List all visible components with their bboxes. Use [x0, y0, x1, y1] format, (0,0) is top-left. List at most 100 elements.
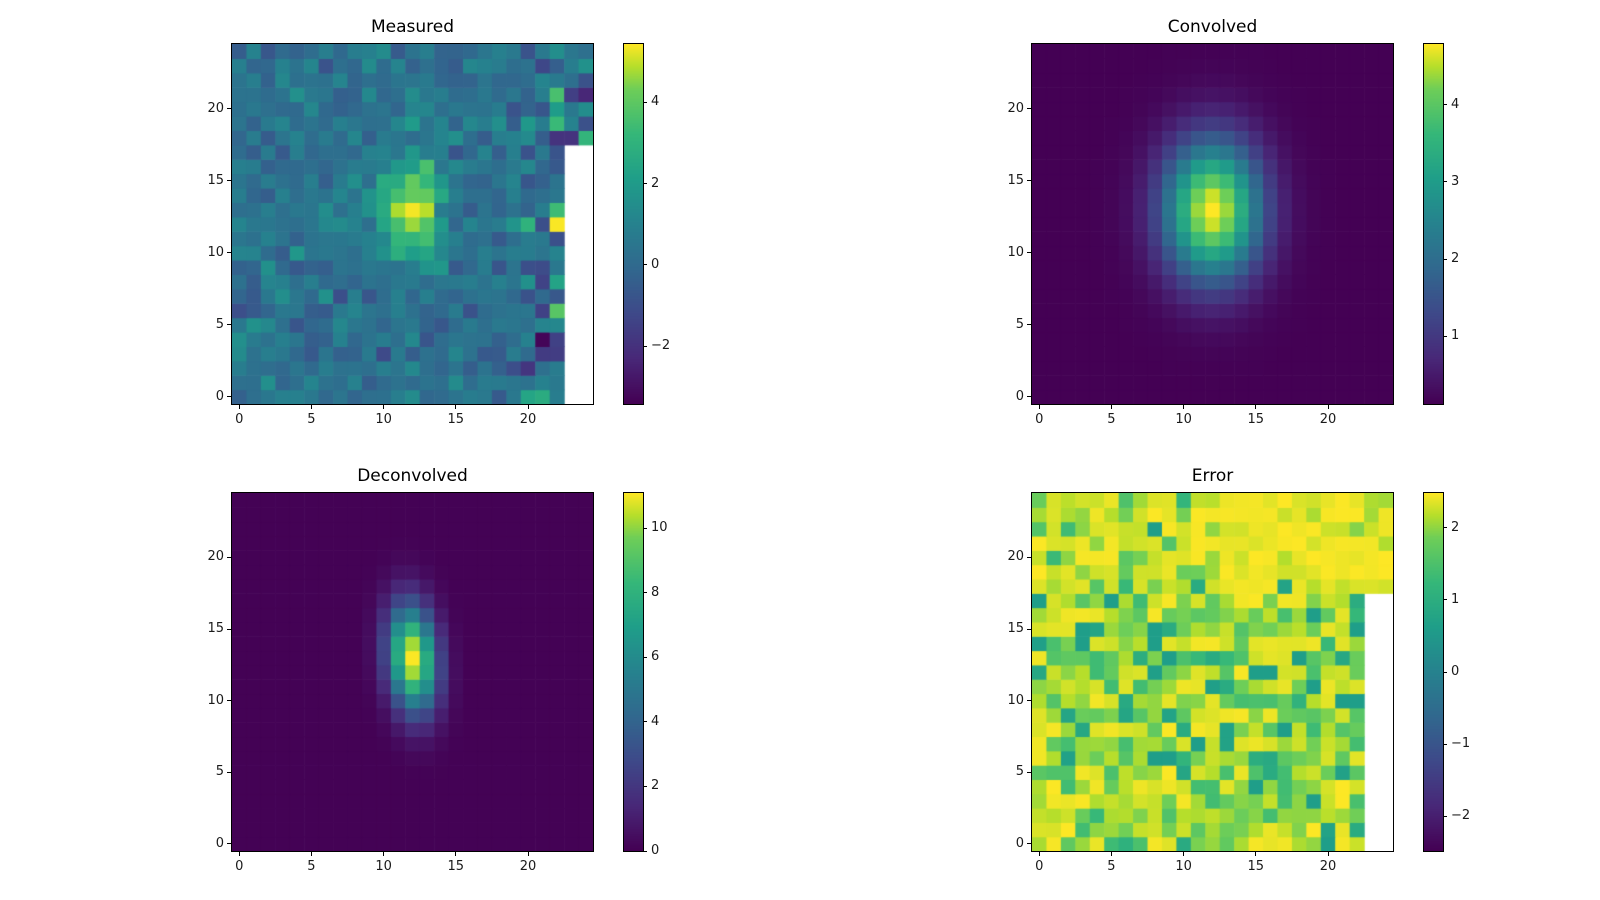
y-tick-label: 15 [1007, 621, 1024, 637]
colorbar-tick-mark [1443, 743, 1447, 745]
x-tick-label: 5 [307, 412, 316, 427]
x-tick-mark [1038, 405, 1040, 409]
y-tick-mark [1027, 771, 1031, 773]
colorbar-tick-label: 4 [651, 713, 660, 729]
colorbar-tick-mark [643, 527, 647, 529]
x-tick-mark [1110, 405, 1112, 409]
colorbar-tick-label: 2 [1451, 251, 1460, 267]
colorbar-gradient-measured [623, 43, 644, 405]
y-tick-label: 5 [215, 316, 224, 332]
y-tick-mark [227, 628, 231, 630]
x-tick-mark [455, 405, 457, 409]
x-tick-mark [1038, 852, 1040, 856]
colorbar-tick-label: −2 [651, 338, 671, 354]
colorbar-measured: −2 0 2 4 [623, 43, 670, 405]
y-tick-mark [1027, 556, 1031, 558]
colorbar-error: −2 −1 0 1 2 [1423, 492, 1470, 852]
x-tick-mark [1327, 405, 1329, 409]
heatmap-error [1031, 492, 1394, 852]
y-tick-mark [1027, 252, 1031, 254]
y-tick-label: 10 [207, 692, 224, 708]
panel-measured: Measured 0 5 10 15 20 0 5 10 15 20 −2 0 2 4 [207, 17, 670, 427]
y-tick-mark [227, 180, 231, 182]
x-tick-label: 0 [235, 412, 244, 427]
x-tick-label: 0 [1035, 412, 1044, 427]
colorbar-gradient-deconvolved [623, 492, 644, 852]
y-tick-mark [1027, 843, 1031, 845]
colorbar-tick-mark [643, 850, 647, 852]
heatmap-measured [231, 43, 594, 405]
plot-title-convolved: Convolved [1167, 17, 1258, 37]
y-tick-label: 0 [215, 835, 224, 851]
panel-error: Error 0 5 10 15 20 0 5 10 15 20 −2 −1 0 1 2 [1007, 466, 1470, 874]
colorbar-tick-mark [1443, 181, 1447, 183]
x-tick-mark [383, 405, 385, 409]
y-tick-mark [227, 252, 231, 254]
y-tick-label: 10 [1007, 692, 1024, 708]
x-tick-mark [383, 852, 385, 856]
y-tick-mark [1027, 180, 1031, 182]
y-tick-mark [227, 108, 231, 110]
x-tick-label: 5 [307, 859, 316, 874]
x-tick-label: 0 [235, 859, 244, 874]
plot-title-measured: Measured [370, 17, 455, 37]
plot-title-error: Error [1191, 466, 1234, 486]
colorbar-tick-mark [643, 264, 647, 266]
y-tick-label: 15 [207, 621, 224, 637]
x-tick-mark [1110, 852, 1112, 856]
x-tick-label: 20 [1319, 859, 1337, 874]
colorbar-tick-label: 1 [1451, 328, 1460, 344]
colorbar-tick-mark [643, 101, 647, 103]
x-tick-mark [310, 405, 312, 409]
x-tick-label: 5 [1107, 412, 1116, 427]
colorbar-deconvolved: 0 2 4 6 8 10 [623, 492, 668, 858]
y-tick-mark [1027, 700, 1031, 702]
colorbar-tick-mark [643, 656, 647, 658]
x-tick-label: 10 [1175, 412, 1192, 427]
panel-deconvolved: Deconvolved 0 5 10 15 20 0 5 10 15 20 0 2 4 6 8 10 [207, 466, 667, 874]
colorbar-tick-label: 2 [1451, 519, 1460, 535]
colorbar-tick-label: 8 [651, 584, 660, 600]
colorbar-tick-mark [643, 592, 647, 594]
y-tick-mark [227, 396, 231, 398]
y-tick-label: 10 [207, 244, 224, 260]
colorbar-tick-mark [1443, 104, 1447, 106]
x-tick-mark [527, 852, 529, 856]
y-tick-mark [227, 700, 231, 702]
y-tick-mark [1027, 324, 1031, 326]
x-tick-mark [1255, 852, 1257, 856]
x-tick-label: 20 [519, 412, 537, 427]
colorbar-tick-label: −1 [1451, 736, 1471, 752]
y-tick-label: 0 [215, 388, 224, 404]
x-tick-mark [238, 852, 240, 856]
colorbar-tick-mark [1443, 335, 1447, 337]
colorbar-tick-label: 2 [651, 778, 660, 794]
y-tick-mark [1027, 396, 1031, 398]
colorbar-tick-mark [1443, 671, 1447, 673]
x-tick-mark [310, 852, 312, 856]
x-tick-mark [455, 852, 457, 856]
x-tick-mark [238, 405, 240, 409]
y-tick-label: 20 [207, 100, 224, 116]
colorbar-tick-mark [643, 183, 647, 185]
heatmap-deconvolved [231, 492, 594, 852]
x-tick-label: 15 [447, 412, 465, 427]
y-tick-label: 20 [1007, 100, 1024, 116]
y-tick-label: 15 [207, 172, 224, 188]
y-tick-label: 15 [1007, 172, 1024, 188]
y-tick-mark [227, 556, 231, 558]
x-tick-mark [1255, 405, 1257, 409]
y-tick-label: 20 [207, 549, 224, 565]
y-tick-label: 0 [1015, 388, 1024, 404]
colorbar-tick-label: 1 [1451, 591, 1460, 607]
colorbar-tick-mark [643, 785, 647, 787]
x-tick-label: 15 [447, 859, 465, 874]
colorbar-tick-label: −2 [1451, 808, 1471, 824]
x-tick-label: 10 [375, 412, 392, 427]
colorbar-tick-label: 6 [651, 649, 660, 665]
plot-title-deconvolved: Deconvolved [357, 466, 468, 486]
colorbar-gradient-convolved [1423, 43, 1444, 405]
colorbar-tick-label: 2 [651, 175, 660, 191]
y-tick-label: 0 [1015, 835, 1024, 851]
